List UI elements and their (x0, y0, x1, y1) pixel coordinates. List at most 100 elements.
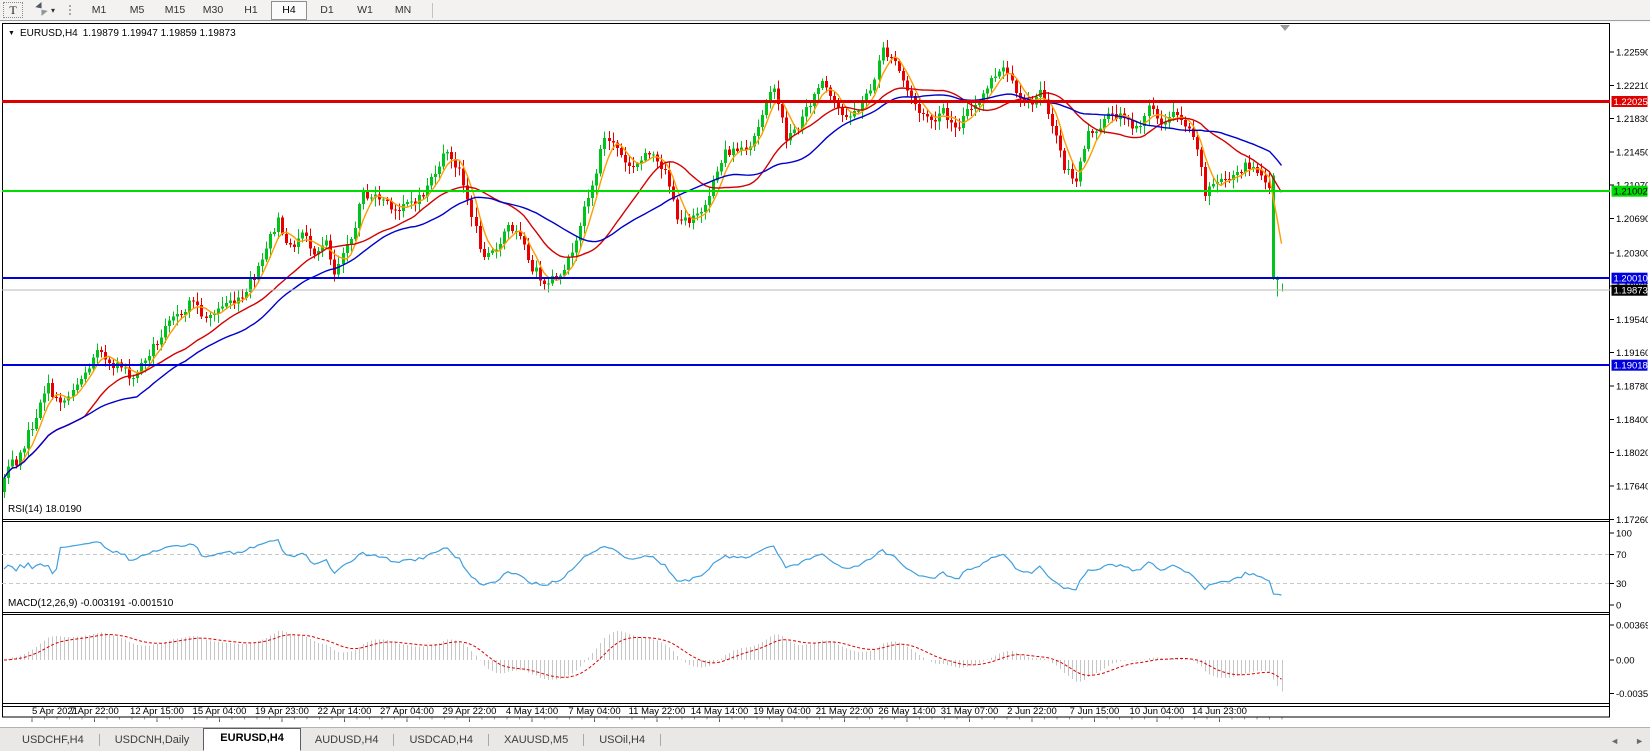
macd-tick-label: 0.003698 (1616, 620, 1648, 631)
rsi-tick-label: 70 (1616, 550, 1627, 561)
time-tick-label: 7 Apr 22:00 (70, 706, 119, 717)
time-tick-label: 29 Apr 22:00 (443, 706, 497, 717)
price-tick-label: 1.18400 (1616, 415, 1648, 426)
time-tick-label: 31 May 07:00 (941, 706, 999, 717)
time-tick-label: 19 May 04:00 (753, 706, 811, 717)
tab-scroll-left-icon[interactable]: ◄ (1610, 736, 1620, 746)
arrows-tool-button[interactable]: ▾ (35, 2, 55, 18)
time-tick-label: 21 May 22:00 (816, 706, 874, 717)
toolbar-separator (432, 2, 434, 18)
tab-separator (98, 734, 100, 746)
price-badge-1.20010: 1.20010 (1611, 272, 1648, 285)
chart-shift-marker-icon[interactable] (1280, 25, 1290, 31)
price-tick-label: 1.17260 (1616, 515, 1648, 526)
macd-indicator-label: MACD(12,26,9) -0.003191 -0.001510 (8, 598, 176, 609)
time-tick-label: 11 May 22:00 (629, 706, 686, 717)
chart-title-quote: 1.19879 1.19947 1.19859 1.19873 (82, 28, 236, 39)
time-tick-label: 2 Jun 22:00 (1007, 706, 1057, 717)
macd-name: MACD(12,26,9) (8, 598, 78, 609)
chart-window[interactable]: 1.225901.222101.218301.214501.210701.206… (2, 23, 1648, 723)
price-tick-label: 1.19160 (1616, 348, 1648, 359)
arrows-icon (35, 2, 48, 16)
price-tick-label: 1.21450 (1616, 147, 1648, 158)
price-tick-label: 1.18020 (1616, 448, 1648, 459)
chart-frame (2, 23, 1610, 718)
time-tick-label: 12 Apr 15:00 (130, 706, 184, 717)
time-tick-label: 7 May 04:00 (568, 706, 620, 717)
chart-menu-triangle-icon[interactable]: ▼ (8, 30, 15, 37)
timeframe-button-h4[interactable]: H4 (271, 0, 308, 20)
timeframe-button-mn[interactable]: MN (394, 3, 412, 16)
rsi-line (3, 538, 1282, 596)
price-tick-label: 1.21830 (1616, 114, 1648, 125)
price-tick-label: 1.20300 (1616, 248, 1648, 259)
chart-tab-usdcad-h4[interactable]: USDCAD,H4 (409, 734, 474, 746)
price-badge-1.19018: 1.19018 (1611, 359, 1648, 372)
time-tick-label: 4 May 14:00 (506, 706, 558, 717)
rsi-tick-label: 100 (1616, 529, 1632, 540)
price-tick-label: 1.18780 (1616, 382, 1648, 393)
timeframe-button-d1[interactable]: D1 (320, 3, 334, 16)
chart-tab-usdchf-h4[interactable]: USDCHF,H4 (22, 734, 84, 746)
time-tick-label: 15 Apr 04:00 (193, 706, 247, 717)
macd-values: -0.003191 -0.001510 (80, 598, 174, 609)
price-tick-label: 1.19540 (1616, 315, 1648, 326)
chart-tab-usdcnh-daily[interactable]: USDCNH,Daily (114, 734, 190, 746)
ma-line-34 (3, 93, 1283, 479)
ma-line-5 (3, 55, 1283, 479)
price-badge-1.22025: 1.22025 (1611, 95, 1648, 108)
time-tick-label: 7 Jun 15:00 (1070, 706, 1120, 717)
time-tick-label: 27 Apr 04:00 (380, 706, 434, 717)
svg-text:1.21002: 1.21002 (1614, 187, 1648, 198)
rsi-tick-label: 30 (1616, 579, 1627, 590)
chart-tab-bar: USDCHF,H4 USDCNH,Daily EURUSD,H4 AUDUSD,H4 U… (0, 727, 1650, 751)
timeframe-button-w1[interactable]: W1 (357, 3, 373, 16)
tab-separator (393, 734, 395, 746)
tab-separator (660, 734, 662, 746)
timeframe-button-m5[interactable]: M5 (129, 3, 145, 16)
price-tick-label: 1.20690 (1616, 214, 1648, 225)
rsi-panel: 100 70 30 0 (2, 529, 1632, 612)
chart-tabs: USDCHF,H4 USDCNH,Daily EURUSD,H4 AUDUSD,H4 U… (8, 728, 662, 751)
timeframe-button-m15[interactable]: M15 (164, 3, 186, 16)
macd-signal-line (3, 633, 1282, 680)
timeframe-button-h1[interactable]: H1 (244, 3, 258, 16)
time-tick-label: 22 Apr 14:00 (318, 706, 372, 717)
chart-title-symbol: EURUSD,H4 (19, 28, 78, 39)
price-tick-label: 1.22590 (1616, 47, 1648, 58)
rsi-tick-label: 0 (1616, 601, 1621, 612)
timeframe-toolbar: M1 M5 M15 M30 H1 H4 D1 W1 MN (80, 0, 422, 20)
candlestick-series (3, 39, 1284, 499)
chart-tab-eurusd-h4[interactable]: EURUSD,H4 (203, 728, 301, 751)
chart-tab-xauusd-m5[interactable]: XAUUSD,M5 (504, 734, 569, 746)
time-tick-label: 14 May 14:00 (691, 706, 749, 717)
timeframe-button-m30[interactable]: M30 (202, 3, 224, 16)
tab-scroll-buttons: ◄ ► (1610, 737, 1644, 746)
time-tick-label: 5 Apr 2021 (32, 706, 78, 717)
toolbar: T ▾ M1 M5 M15 M30 H1 H4 D1 W1 MN (0, 0, 1650, 21)
chart-tab-audusd-h4[interactable]: AUDUSD,H4 (314, 734, 379, 746)
macd-histogram (8, 631, 1283, 692)
price-tick-label: 1.22210 (1616, 81, 1648, 92)
text-label-tool-button[interactable]: T (3, 2, 23, 18)
chevron-down-icon[interactable]: ▾ (51, 5, 56, 15)
macd-tick-label: -0.00352 (1616, 689, 1648, 700)
tab-scroll-right-icon[interactable]: ► (1635, 736, 1644, 746)
rsi-name: RSI(14) (8, 504, 43, 515)
price-chart[interactable]: 1.225901.222101.218301.214501.210701.206… (2, 23, 1648, 723)
time-tick-label: 19 Apr 23:00 (255, 706, 309, 717)
rsi-indicator-label: RSI(14) 18.0190 (8, 504, 85, 515)
svg-text:1.22025: 1.22025 (1614, 97, 1648, 108)
price-tick-label: 1.17640 (1616, 482, 1648, 493)
svg-text:1.19873: 1.19873 (1614, 286, 1648, 297)
ma-line-21 (3, 87, 1283, 479)
tab-separator (488, 734, 490, 746)
rsi-value: 18.0190 (45, 504, 82, 515)
current-price-badge: 1.19873 (1611, 284, 1648, 297)
toolbar-grip[interactable] (67, 3, 73, 17)
macd-tick-label: 0.00 (1616, 656, 1635, 667)
chart-tab-usoil-h4[interactable]: USOil,H4 (599, 734, 646, 746)
timeframe-button-m1[interactable]: M1 (91, 3, 107, 16)
tab-separator (583, 734, 585, 746)
